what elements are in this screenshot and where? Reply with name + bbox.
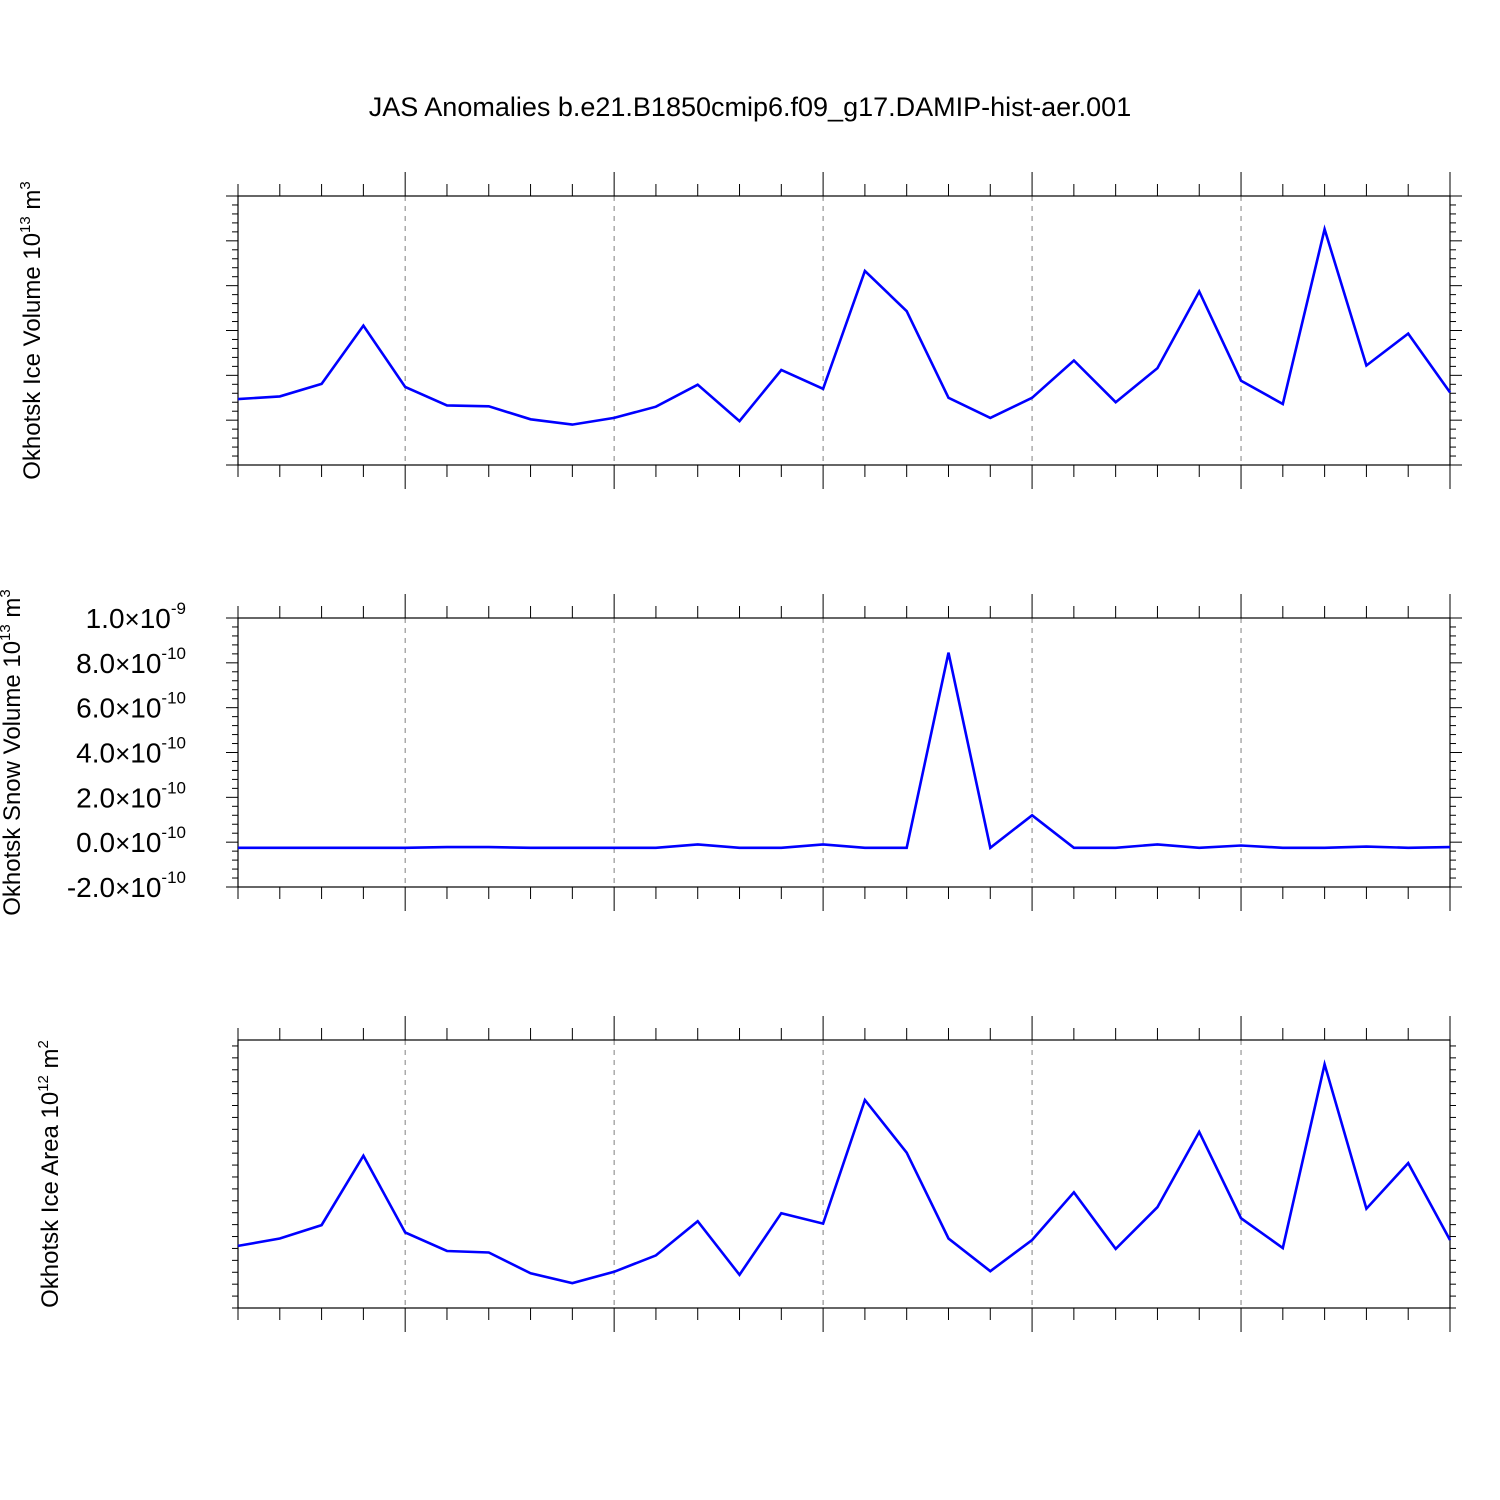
series-line: [237, 1059, 1452, 1285]
ice-area-panel: Okhotsk Ice Area 1012 m2: [35, 1016, 1456, 1332]
snow-volume-panel: -2.0×10-10 0.0×10-10 2.0×10-10 4.0×10-10 6.0…: [0, 589, 1462, 916]
ice-volume-panel: Okhotsk Ice Volume 1013 m3: [17, 172, 1462, 489]
y-tick-label: 0.0×10-10: [76, 823, 186, 858]
y-tick-label: 6.0×10-10: [76, 689, 186, 724]
series-line: [237, 224, 1452, 426]
y-axis-label: Okhotsk Snow Volume 1013 m3: [0, 589, 26, 916]
y-tick-label: 8.0×10-10: [76, 644, 186, 679]
y-tick-label: 1.0×10-9: [86, 599, 186, 634]
y-tick-label: -2.0×10-10: [67, 868, 186, 903]
plot-frame: [237, 1039, 1451, 1309]
y-axis-label: Okhotsk Ice Area 1012 m2: [35, 1040, 64, 1308]
figure-title: JAS Anomalies b.e21.B1850cmip6.f09_g17.D…: [368, 92, 1132, 122]
series-line: [238, 652, 1451, 851]
y-axis-label: Okhotsk Ice Volume 1013 m3: [17, 181, 46, 480]
y-tick-label: 2.0×10-10: [76, 778, 186, 813]
y-tick-label: 4.0×10-10: [76, 734, 186, 769]
